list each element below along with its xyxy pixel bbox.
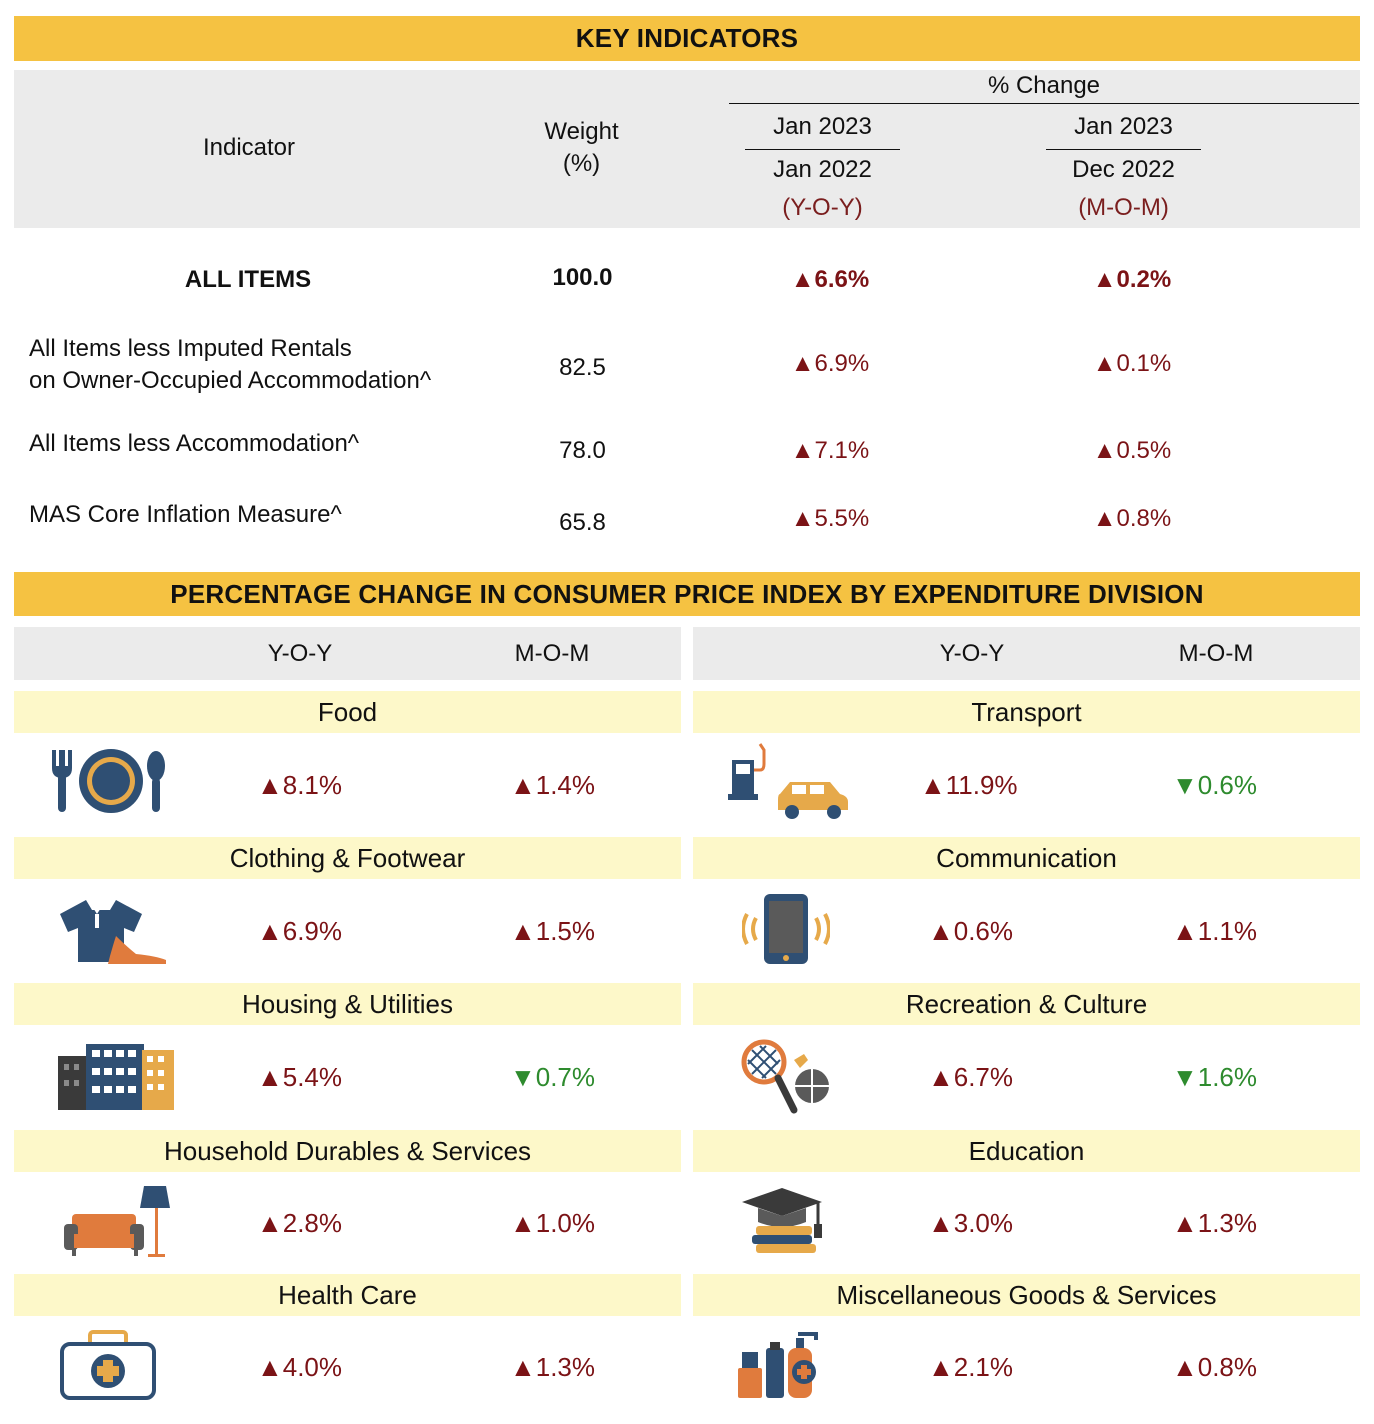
household-yoy: ▲2.8%	[257, 1208, 342, 1238]
category-miscellaneous: Miscellaneous Goods & Services	[693, 1274, 1360, 1316]
right-column-header: Y-O-Y M-O-M	[693, 627, 1360, 680]
weight-header: Weight	[544, 118, 619, 145]
education-icon	[740, 1186, 830, 1261]
misc-mom: ▲0.8%	[1172, 1352, 1257, 1382]
mom-column-label: M-O-M	[514, 640, 590, 667]
pct-change-header: % Change	[987, 72, 1101, 99]
row-yoy: ▲5.5%	[790, 505, 870, 532]
mom-top: Jan 2023	[1074, 113, 1173, 140]
misc-yoy: ▲2.1%	[928, 1352, 1013, 1382]
row-mom: ▲0.2%	[1092, 266, 1172, 293]
food-mom: ▲1.4%	[510, 770, 595, 800]
pct-change-rule	[729, 103, 1359, 104]
clothing-icon	[58, 898, 170, 971]
sofa-icon	[62, 1184, 172, 1265]
row-label: ALL ITEMS	[184, 266, 312, 293]
category-health-care: Health Care	[14, 1274, 681, 1316]
category-recreation-culture: Recreation & Culture	[693, 983, 1360, 1025]
mom-tag: (M-O-M)	[1078, 194, 1169, 221]
food-yoy: ▲8.1%	[257, 770, 342, 800]
recreation-mom: ▼1.6%	[1172, 1062, 1257, 1092]
health-yoy: ▲4.0%	[257, 1352, 342, 1382]
weight-unit: (%)	[562, 150, 601, 177]
yoy-tag: (Y-O-Y)	[782, 194, 863, 221]
mom-column-label: M-O-M	[1178, 640, 1254, 667]
clothing-yoy: ▲6.9%	[257, 916, 342, 946]
divisions-title: PERCENTAGE CHANGE IN CONSUMER PRICE INDE…	[14, 572, 1360, 616]
category-communication: Communication	[693, 837, 1360, 879]
indicator-header: Indicator	[202, 134, 296, 161]
communication-yoy: ▲0.6%	[928, 916, 1013, 946]
yoy-fraction-rule	[745, 149, 900, 150]
category-food: Food	[14, 691, 681, 733]
recreation-yoy: ▲6.7%	[928, 1062, 1013, 1092]
row-mom: ▲0.1%	[1092, 350, 1172, 377]
communication-mom: ▲1.1%	[1172, 916, 1257, 946]
key-indicators-header: Indicator Weight (%) % Change Jan 2023 J…	[14, 70, 1360, 228]
transport-icon	[728, 742, 850, 827]
key-indicators-title: KEY INDICATORS	[14, 16, 1360, 61]
category-clothing-footwear: Clothing & Footwear	[14, 837, 681, 879]
recreation-icon	[740, 1038, 836, 1121]
yoy-column-label: Y-O-Y	[267, 640, 333, 667]
education-yoy: ▲3.0%	[928, 1208, 1013, 1238]
category-education: Education	[693, 1130, 1360, 1172]
housing-yoy: ▲5.4%	[257, 1062, 342, 1092]
row-label-line2: on Owner-Occupied Accommodation^	[29, 367, 432, 394]
housing-icon	[56, 1042, 176, 1117]
category-housing-utilities: Housing & Utilities	[14, 983, 681, 1025]
row-label: All Items less Accommodation^	[29, 430, 360, 457]
left-column-header: Y-O-Y M-O-M	[14, 627, 681, 680]
yoy-top: Jan 2023	[773, 113, 872, 140]
cosmetics-icon	[738, 1330, 834, 1405]
health-mom: ▲1.3%	[510, 1352, 595, 1382]
education-mom: ▲1.3%	[1172, 1208, 1257, 1238]
transport-mom: ▼0.6%	[1172, 770, 1257, 800]
row-mom: ▲0.5%	[1092, 437, 1172, 464]
transport-yoy: ▲11.9%	[920, 770, 1018, 800]
row-mom: ▲0.8%	[1092, 505, 1172, 532]
phone-icon	[741, 892, 831, 971]
food-icon	[50, 746, 170, 821]
mom-fraction-rule	[1046, 149, 1201, 150]
row-weight: 78.0	[559, 437, 606, 464]
row-yoy: ▲6.6%	[790, 266, 870, 293]
household-mom: ▲1.0%	[510, 1208, 595, 1238]
row-weight: 65.8	[559, 509, 606, 536]
first-aid-icon	[60, 1330, 156, 1405]
row-weight: 100.0	[552, 264, 613, 291]
category-transport: Transport	[693, 691, 1360, 733]
category-household-durables: Household Durables & Services	[14, 1130, 681, 1172]
row-label: All Items less Imputed Rentals	[29, 335, 352, 362]
clothing-mom: ▲1.5%	[510, 916, 595, 946]
housing-mom: ▼0.7%	[510, 1062, 595, 1092]
row-yoy: ▲7.1%	[790, 437, 870, 464]
mom-bottom: Dec 2022	[1072, 156, 1175, 183]
row-label: MAS Core Inflation Measure^	[29, 501, 342, 528]
yoy-column-label: Y-O-Y	[939, 640, 1005, 667]
row-yoy: ▲6.9%	[790, 350, 870, 377]
yoy-bottom: Jan 2022	[773, 156, 872, 183]
row-weight: 82.5	[559, 354, 606, 381]
